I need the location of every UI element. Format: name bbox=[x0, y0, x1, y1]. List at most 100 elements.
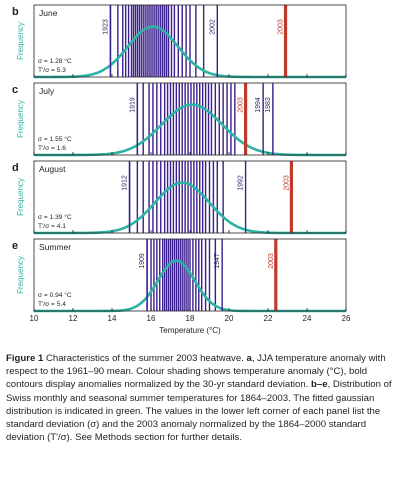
year-2003-bar bbox=[243, 83, 248, 155]
x-tick-label: 16 bbox=[147, 314, 156, 323]
year-bar bbox=[172, 83, 175, 155]
year-bar bbox=[222, 161, 224, 233]
year-bar bbox=[136, 5, 139, 77]
x-tick-label: 26 bbox=[342, 314, 351, 323]
year-bar bbox=[190, 161, 192, 233]
y-axis-label: Frequency bbox=[16, 100, 25, 138]
year-label: 1983 bbox=[265, 97, 272, 113]
year-bar bbox=[175, 161, 178, 233]
year-bar bbox=[165, 5, 168, 77]
year-bar bbox=[163, 239, 166, 311]
sigma-text: σ = 1.55 °C bbox=[38, 135, 72, 143]
panel-july: 1919 2003 1994 1983 c July Frequency σ = 1.55 °… bbox=[12, 82, 347, 157]
year-bar bbox=[185, 239, 187, 311]
year-bar bbox=[136, 161, 139, 233]
panel-summer: 1909 1947 2003 e Summer Frequency σ = 0.94 °C T… bbox=[12, 238, 347, 313]
year-bar bbox=[183, 239, 185, 311]
sigma-text: σ = 1.39 °C bbox=[38, 213, 72, 221]
year-bar bbox=[192, 239, 194, 311]
year-bar bbox=[178, 161, 180, 233]
year-bar bbox=[142, 161, 144, 233]
year-bar bbox=[210, 83, 213, 155]
x-tick-label: 24 bbox=[303, 314, 312, 323]
year-bar bbox=[148, 161, 150, 233]
year-bar bbox=[208, 161, 211, 233]
year-bar bbox=[226, 83, 228, 155]
year-bar bbox=[169, 161, 172, 233]
year-label: 1919 bbox=[129, 97, 136, 113]
x-tick-label: 18 bbox=[186, 314, 195, 323]
year-bar bbox=[187, 239, 189, 311]
year-bar bbox=[195, 239, 197, 311]
year-bar bbox=[154, 5, 156, 77]
year-bar bbox=[218, 83, 220, 155]
year-bar bbox=[138, 5, 140, 77]
year-bar bbox=[156, 161, 158, 233]
y-axis-label: Frequency bbox=[16, 22, 25, 60]
year-bar bbox=[153, 239, 155, 311]
year-bar bbox=[146, 5, 148, 77]
year-label: 1994 bbox=[255, 97, 262, 113]
year-bar bbox=[163, 161, 166, 233]
caption-panel-a-letter: a bbox=[246, 353, 252, 364]
outlier-year-bar bbox=[128, 161, 131, 233]
year-label: 2002 bbox=[209, 19, 216, 35]
year-bar bbox=[150, 5, 152, 77]
x-tick-label: 14 bbox=[108, 314, 117, 323]
year-bar bbox=[160, 5, 162, 77]
year-bar bbox=[185, 5, 187, 77]
year-bar bbox=[177, 5, 179, 77]
year-bar bbox=[204, 239, 207, 311]
year-bar bbox=[181, 239, 183, 311]
caption-panel-a-text: , JJA temperature anomaly with respect t… bbox=[6, 353, 386, 391]
gaussian-fit-curve bbox=[34, 181, 346, 235]
year-bar bbox=[167, 5, 170, 77]
year-bar bbox=[142, 5, 144, 77]
year-label: 1992 bbox=[238, 175, 245, 191]
caption-intro: Characteristics of the summer 2003 heatw… bbox=[43, 353, 247, 364]
caption-panels-be-text: , Distribution of Swiss monthly and seas… bbox=[6, 379, 392, 444]
caption-panels-be-letter: b–e bbox=[311, 379, 328, 391]
year-label: 1912 bbox=[122, 175, 129, 191]
heatwave-figure: 1923 2002 2003 b June Frequency σ = 1.28 °C T'/… bbox=[12, 4, 351, 335]
year-bar bbox=[198, 239, 200, 311]
year-label: 1947 bbox=[214, 253, 221, 269]
year-bar bbox=[196, 161, 198, 233]
year-bar bbox=[184, 161, 186, 233]
year-bar bbox=[152, 5, 154, 77]
year-2003-bar bbox=[283, 5, 288, 77]
year-bar bbox=[144, 5, 146, 77]
year-bar bbox=[199, 161, 201, 233]
panel-letter: d bbox=[12, 162, 19, 174]
outlier-year-bar bbox=[136, 83, 139, 155]
year-bar bbox=[230, 83, 232, 155]
panel-frame bbox=[33, 82, 347, 156]
year-bar bbox=[204, 83, 207, 155]
outlier-year-bar bbox=[221, 239, 223, 311]
year-bar bbox=[212, 161, 215, 233]
gaussian-fit-curve bbox=[34, 103, 346, 157]
year-label: 2003 bbox=[278, 19, 285, 35]
year-bar bbox=[165, 239, 168, 311]
panel-title: June bbox=[39, 8, 58, 18]
outlier-year-bar bbox=[109, 5, 112, 77]
year-bar bbox=[127, 5, 130, 77]
year-bar bbox=[163, 5, 166, 77]
year-bar bbox=[178, 83, 180, 155]
year-bar bbox=[169, 83, 172, 155]
y-axis-label: Frequency bbox=[16, 256, 25, 294]
year-bar bbox=[222, 83, 224, 155]
year-bar bbox=[171, 239, 174, 311]
year-bar bbox=[208, 239, 211, 311]
year-bar bbox=[177, 239, 179, 311]
year-bar bbox=[156, 83, 158, 155]
ratio-text: T'/σ = 5.3 bbox=[38, 67, 66, 74]
year-bar bbox=[199, 83, 201, 155]
year-label: 1923 bbox=[102, 19, 109, 35]
year-bar bbox=[181, 5, 183, 77]
panel-letter: e bbox=[12, 240, 18, 252]
year-bar bbox=[148, 5, 150, 77]
panel-frame bbox=[33, 160, 347, 234]
year-bar bbox=[175, 83, 178, 155]
year-bar bbox=[163, 83, 166, 155]
